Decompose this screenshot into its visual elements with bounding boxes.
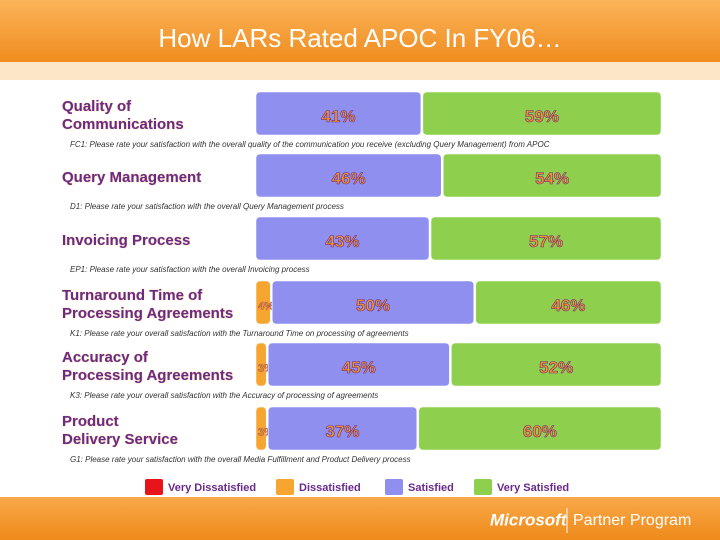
value-label: 41%: [321, 107, 355, 126]
legend-label: Dissatisfied: [299, 482, 361, 494]
bar-segment: [451, 342, 662, 387]
question-text: FC1: Please rate your satisfaction with …: [70, 140, 550, 149]
value-label: 45%: [342, 358, 376, 377]
title-shadow: [0, 62, 720, 80]
bar-segment: [272, 280, 475, 325]
category-label: Invoicing Process: [62, 231, 191, 249]
bar-segment: [267, 342, 450, 387]
bar-segment: [255, 280, 271, 325]
value-label: 46%: [332, 169, 366, 188]
bar-segment: [255, 406, 267, 451]
bar-segment: [255, 342, 267, 387]
legend-label: Very Satisfied: [497, 482, 569, 494]
legend-label: Very Dissatisfied: [168, 482, 256, 494]
legend-label: Satisfied: [408, 482, 454, 494]
footer-band: [0, 497, 720, 540]
value-label: 50%: [356, 296, 390, 315]
bar-segment: [475, 280, 662, 325]
value-label: 43%: [325, 232, 359, 251]
category-label: Query Management: [62, 168, 202, 186]
value-label: 52%: [539, 358, 573, 377]
category-label: Turnaround Time of Processing Agreements: [62, 286, 234, 322]
footer-program: Partner Program: [573, 512, 691, 529]
category-label: Quality of Communications: [62, 97, 184, 133]
value-label: 46%: [551, 296, 585, 315]
bar-segment: [422, 91, 662, 136]
footer-brand: Microsoft: [490, 510, 568, 529]
value-label: 60%: [523, 422, 557, 441]
legend-swatch: [145, 479, 163, 495]
bar-segment: [418, 406, 662, 451]
value-label: 54%: [535, 169, 569, 188]
bar-segment: [255, 216, 430, 261]
question-text: G1: Please rate your satisfaction with t…: [70, 455, 411, 464]
title-band: [0, 0, 720, 62]
value-label: 57%: [529, 232, 563, 251]
value-label: 4%: [258, 300, 274, 312]
category-label: Product Delivery Service: [62, 412, 178, 448]
legend-swatch: [385, 479, 403, 495]
chart-title: How LARs Rated APOC In FY06…: [158, 23, 561, 53]
question-text: D1: Please rate your satisfaction with t…: [70, 202, 344, 211]
category-label: Accuracy of Processing Agreements: [62, 348, 234, 384]
legend-swatch: [474, 479, 492, 495]
bar-segment: [255, 91, 422, 136]
question-text: EP1: Please rate your satisfaction with …: [70, 265, 310, 274]
value-label: 59%: [525, 107, 559, 126]
question-text: K1: Please rate your overall satisfactio…: [70, 329, 409, 338]
bar-segment: [255, 153, 442, 198]
legend-swatch: [276, 479, 294, 495]
bar-segment: [442, 153, 662, 198]
question-text: K3: Please rate your overall satisfactio…: [70, 391, 379, 400]
value-label: 37%: [325, 422, 359, 441]
bar-segment: [267, 406, 418, 451]
bar-segment: [430, 216, 662, 261]
